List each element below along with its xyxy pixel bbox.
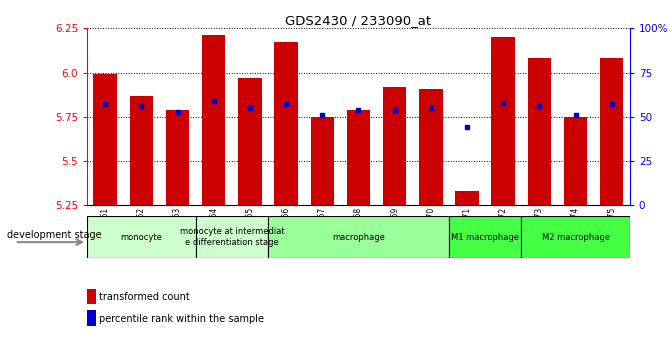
Bar [165,110,190,205]
Text: M1 macrophage: M1 macrophage [451,233,519,242]
Text: percentile rank within the sample: percentile rank within the sample [99,314,264,324]
Bar [268,216,449,258]
Bar [238,78,262,205]
Bar [521,216,630,258]
Bar [383,87,407,205]
Bar [449,216,521,258]
Text: development stage: development stage [7,230,101,240]
Bar [455,191,479,205]
Text: transformed count: transformed count [99,292,190,302]
Bar [527,58,551,205]
Bar [274,42,298,205]
Bar [346,110,371,205]
Text: monocyte: monocyte [121,233,162,242]
Title: GDS2430 / 233090_at: GDS2430 / 233090_at [285,14,431,27]
Bar [419,88,443,205]
Bar [93,74,117,205]
Bar [87,216,196,258]
Bar [202,35,226,205]
Bar [563,117,588,205]
Bar [129,96,153,205]
Bar [491,37,515,205]
Text: M2 macrophage: M2 macrophage [541,233,610,242]
Text: monocyte at intermediat
e differentiation stage: monocyte at intermediat e differentiatio… [180,228,284,247]
Text: macrophage: macrophage [332,233,385,242]
Bar [600,58,624,205]
Bar [310,117,334,205]
Bar [196,216,268,258]
